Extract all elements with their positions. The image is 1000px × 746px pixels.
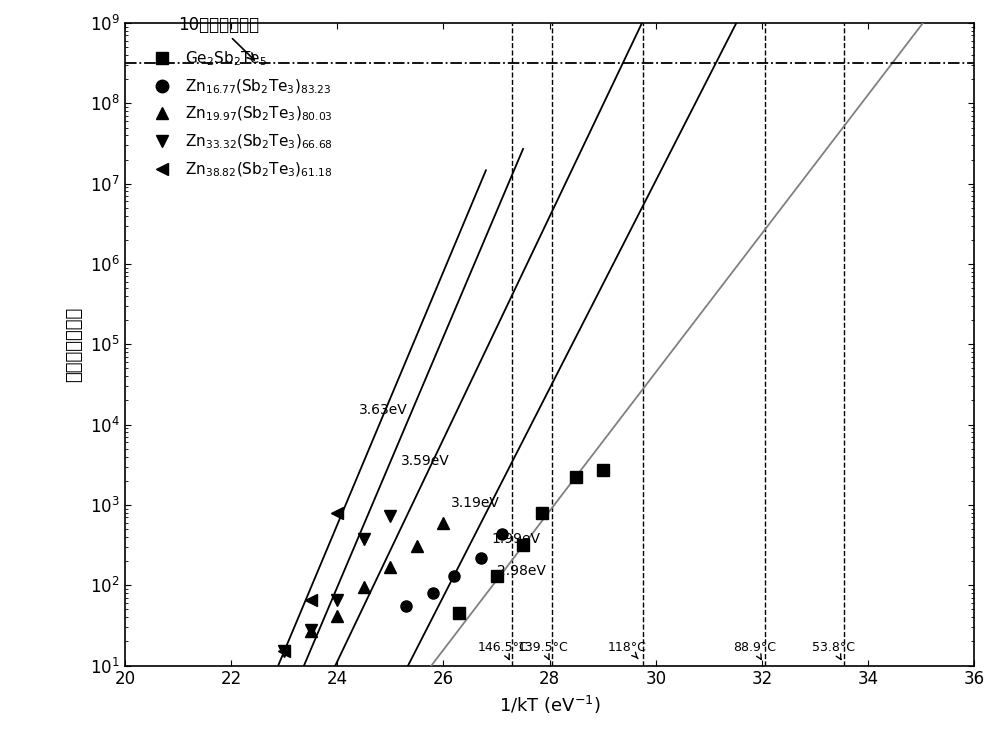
Text: 88.9°C: 88.9°C — [733, 641, 776, 659]
Y-axis label: 失效时间（秒）: 失效时间（秒） — [65, 307, 83, 382]
Text: 53.8°C: 53.8°C — [812, 641, 855, 659]
Text: 3.63eV: 3.63eV — [358, 404, 407, 418]
X-axis label: 1/kT (eV$^{-1}$): 1/kT (eV$^{-1}$) — [499, 694, 601, 716]
Text: 10年数据保持力: 10年数据保持力 — [178, 16, 259, 60]
Legend: Ge$_2$Sb$_2$Te$_5$, Zn$_{16.77}$(Sb$_2$Te$_3$)$_{83.23}$, Zn$_{19.97}$(Sb$_2$Te$: Ge$_2$Sb$_2$Te$_5$, Zn$_{16.77}$(Sb$_2$T… — [141, 43, 339, 185]
Text: 139.5°C: 139.5°C — [518, 641, 569, 659]
Text: 1.99eV: 1.99eV — [491, 532, 540, 545]
Text: 146.5°C: 146.5°C — [478, 641, 529, 659]
Text: 2.98eV: 2.98eV — [497, 564, 545, 578]
Text: 3.59eV: 3.59eV — [401, 454, 450, 468]
Text: 118°C: 118°C — [608, 641, 647, 659]
Text: 3.19eV: 3.19eV — [451, 496, 500, 510]
